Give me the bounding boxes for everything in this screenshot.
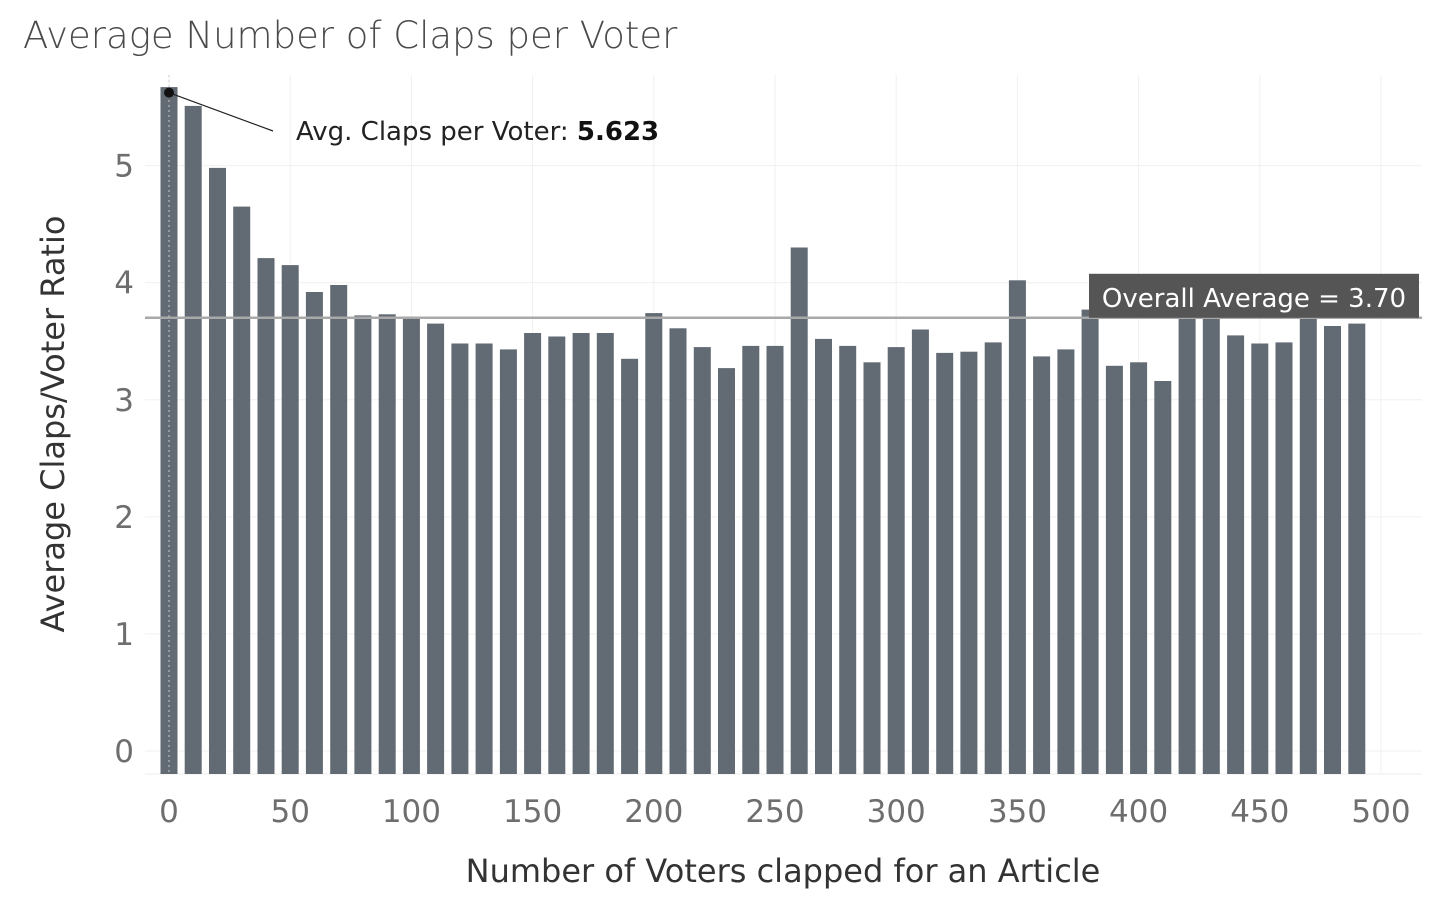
bar[interactable] <box>1154 381 1172 774</box>
bar[interactable] <box>960 351 978 774</box>
bar-layer <box>160 87 1366 775</box>
bar[interactable] <box>887 347 905 774</box>
bar[interactable] <box>524 333 542 774</box>
overall-average-label-bg <box>1089 273 1419 318</box>
y-axis-ticks: 0 1 2 3 4 5 <box>114 149 134 770</box>
overall-average-label: Overall Average = 3.70 <box>1102 284 1406 314</box>
x-tick-label: 100 <box>382 794 441 830</box>
annotation-leader-line <box>168 92 274 132</box>
bar[interactable] <box>1275 342 1293 774</box>
bar[interactable] <box>1105 365 1123 774</box>
bar[interactable] <box>548 336 566 775</box>
bar[interactable] <box>839 345 857 774</box>
bar[interactable] <box>1081 309 1099 774</box>
y-tick-label: 3 <box>114 383 134 419</box>
bar[interactable] <box>378 314 396 774</box>
bar[interactable] <box>1033 356 1051 774</box>
bar[interactable] <box>281 265 299 774</box>
annotation-value: 5.623 <box>577 117 659 147</box>
bar[interactable] <box>1008 280 1026 774</box>
y-tick-label: 0 <box>114 734 134 770</box>
bar[interactable] <box>257 258 275 775</box>
bar[interactable] <box>621 358 639 774</box>
bar[interactable] <box>1251 343 1269 775</box>
y-tick-label: 4 <box>114 266 134 302</box>
y-axis-title: Average Claps/Voter Ratio <box>34 216 72 633</box>
bar[interactable] <box>742 345 760 774</box>
bar[interactable] <box>451 343 469 775</box>
bar[interactable] <box>184 105 202 774</box>
annotation-layer: Avg. Claps per Voter: 5.623 <box>164 75 659 774</box>
bar[interactable] <box>596 333 614 774</box>
x-tick-label: 50 <box>270 794 309 830</box>
bar[interactable] <box>402 319 420 774</box>
reference-line-layer: Overall Average = 3.70 <box>145 273 1422 320</box>
bar[interactable] <box>863 362 881 774</box>
x-tick-label: 250 <box>745 794 804 830</box>
bar[interactable] <box>499 349 517 774</box>
x-tick-label: 0 <box>159 794 179 830</box>
bar[interactable] <box>572 333 590 774</box>
bar[interactable] <box>1227 335 1245 774</box>
x-axis-ticks: 0 50 100 150 200 250 300 350 400 450 500 <box>159 794 1410 830</box>
bar[interactable] <box>1130 362 1148 774</box>
chart-title: Average Number of Claps per Voter <box>23 14 678 57</box>
bar[interactable] <box>815 338 832 774</box>
bar[interactable] <box>1178 309 1196 774</box>
x-tick-label: 350 <box>988 794 1047 830</box>
bar[interactable] <box>475 343 493 775</box>
bar[interactable] <box>911 329 929 775</box>
bar[interactable] <box>1202 313 1220 774</box>
bar[interactable] <box>1348 323 1366 774</box>
bar[interactable] <box>354 315 372 774</box>
bar[interactable] <box>984 342 1002 774</box>
y-tick-label: 5 <box>114 149 134 185</box>
bar[interactable] <box>1057 349 1075 774</box>
x-tick-label: 300 <box>867 794 926 830</box>
annotation-marker <box>164 87 174 98</box>
x-tick-label: 500 <box>1351 794 1410 830</box>
bar[interactable] <box>718 368 735 774</box>
annotation-label: Avg. Claps per Voter: <box>296 117 577 147</box>
annotation-text: Avg. Claps per Voter: 5.623 <box>296 117 659 147</box>
bar[interactable] <box>1324 326 1341 774</box>
x-tick-label: 150 <box>503 794 562 830</box>
x-tick-label: 400 <box>1109 794 1168 830</box>
bar[interactable] <box>330 285 348 774</box>
bar[interactable] <box>209 167 226 774</box>
bar[interactable] <box>427 323 445 774</box>
bar[interactable] <box>645 313 663 774</box>
y-tick-label: 2 <box>114 500 134 536</box>
bar[interactable] <box>766 345 784 774</box>
bar[interactable] <box>1299 310 1317 774</box>
bar[interactable] <box>233 206 251 775</box>
bar[interactable] <box>305 292 323 774</box>
bar[interactable] <box>669 328 687 774</box>
bar[interactable] <box>790 247 808 775</box>
x-axis-title: Number of Voters clapped for an Article <box>466 852 1101 890</box>
y-tick-label: 1 <box>114 617 134 653</box>
bar[interactable] <box>693 347 711 774</box>
x-tick-label: 450 <box>1230 794 1289 830</box>
x-tick-label: 200 <box>624 794 683 830</box>
bar[interactable] <box>936 352 954 774</box>
